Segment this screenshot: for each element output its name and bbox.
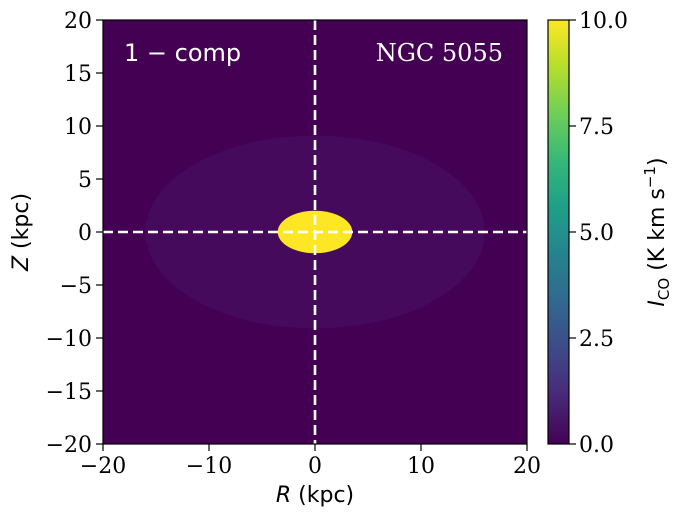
galaxy-annotation: NGC 5055 [376,39,503,67]
colorbar-ticks: 0.0 2.5 5.0 7.5 10.0 [569,9,628,458]
x-tick-label: 0 [308,454,322,479]
colorbar-tick-label: 5.0 [579,221,614,246]
plot-area: 1 − comp NGC 5055 [102,19,528,445]
colorbar-tick-label: 2.5 [579,327,614,352]
y-tick-label: 10 [64,115,92,140]
x-axis-ticks: −20 −10 0 10 20 [80,444,541,479]
colorbar: 0.0 2.5 5.0 7.5 10.0 ICO (K km s−1) [547,9,673,458]
x-tick-label: −10 [186,454,232,479]
y-axis-ticks: −20 −15 −10 −5 0 5 10 15 20 [46,9,103,458]
y-tick-label: −5 [60,274,92,299]
y-axis-label: Z (kpc) [9,193,34,272]
colorbar-tick-label: 10.0 [579,9,628,34]
colorbar-gradient [547,19,570,445]
colorbar-tick-label: 7.5 [579,115,614,140]
colorbar-tick-label: 0.0 [579,433,614,458]
x-tick-label: −20 [80,454,126,479]
y-tick-label: −10 [46,327,92,352]
y-tick-label: −20 [46,433,92,458]
x-tick-label: 20 [513,454,541,479]
y-tick-label: 5 [78,168,92,193]
x-axis-label: R (kpc) [276,483,354,508]
y-tick-label: 15 [64,62,92,87]
x-tick-label: 10 [407,454,435,479]
y-tick-label: 20 [64,9,92,34]
y-tick-label: −15 [46,380,92,405]
model-annotation: 1 − comp [124,39,241,67]
colorbar-label: ICO (K km s−1) [641,157,673,306]
y-tick-label: 0 [78,221,92,246]
